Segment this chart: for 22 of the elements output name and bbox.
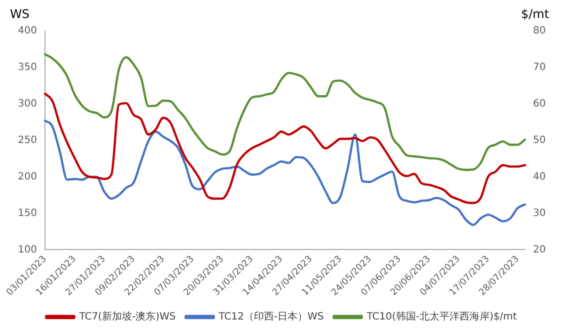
y-tick-label: 300 — [18, 98, 37, 110]
y-axis-title: WS — [10, 7, 30, 21]
y2-tick-label: 40 — [533, 171, 546, 182]
line-series — [44, 92, 526, 204]
legend-label: TC10(韩国-北太平洋西海岸)$/mt — [366, 310, 517, 323]
y-tick-label: 150 — [18, 208, 37, 219]
y-tick-label: 350 — [18, 62, 37, 74]
legend-label: TC7(新加坡-澳东)WS — [78, 310, 176, 323]
line-series — [44, 120, 526, 226]
y-tick-label: 100 — [18, 244, 37, 256]
y2-tick-label: 30 — [533, 208, 546, 219]
line-series — [44, 53, 526, 171]
y-tick-label: 200 — [18, 171, 37, 182]
y2-tick-label: 50 — [533, 134, 546, 146]
legend-label: TC12（印西-日本）WS — [218, 310, 324, 323]
y-tick-label: 400 — [18, 26, 37, 37]
y2-tick-label: 60 — [533, 98, 546, 110]
y-tick-label: 250 — [18, 134, 37, 146]
y2-tick-label: 70 — [533, 62, 546, 74]
y2-tick-label: 20 — [533, 244, 546, 256]
y2-axis-title: $/mt — [521, 7, 550, 21]
y2-tick-label: 80 — [533, 26, 546, 37]
